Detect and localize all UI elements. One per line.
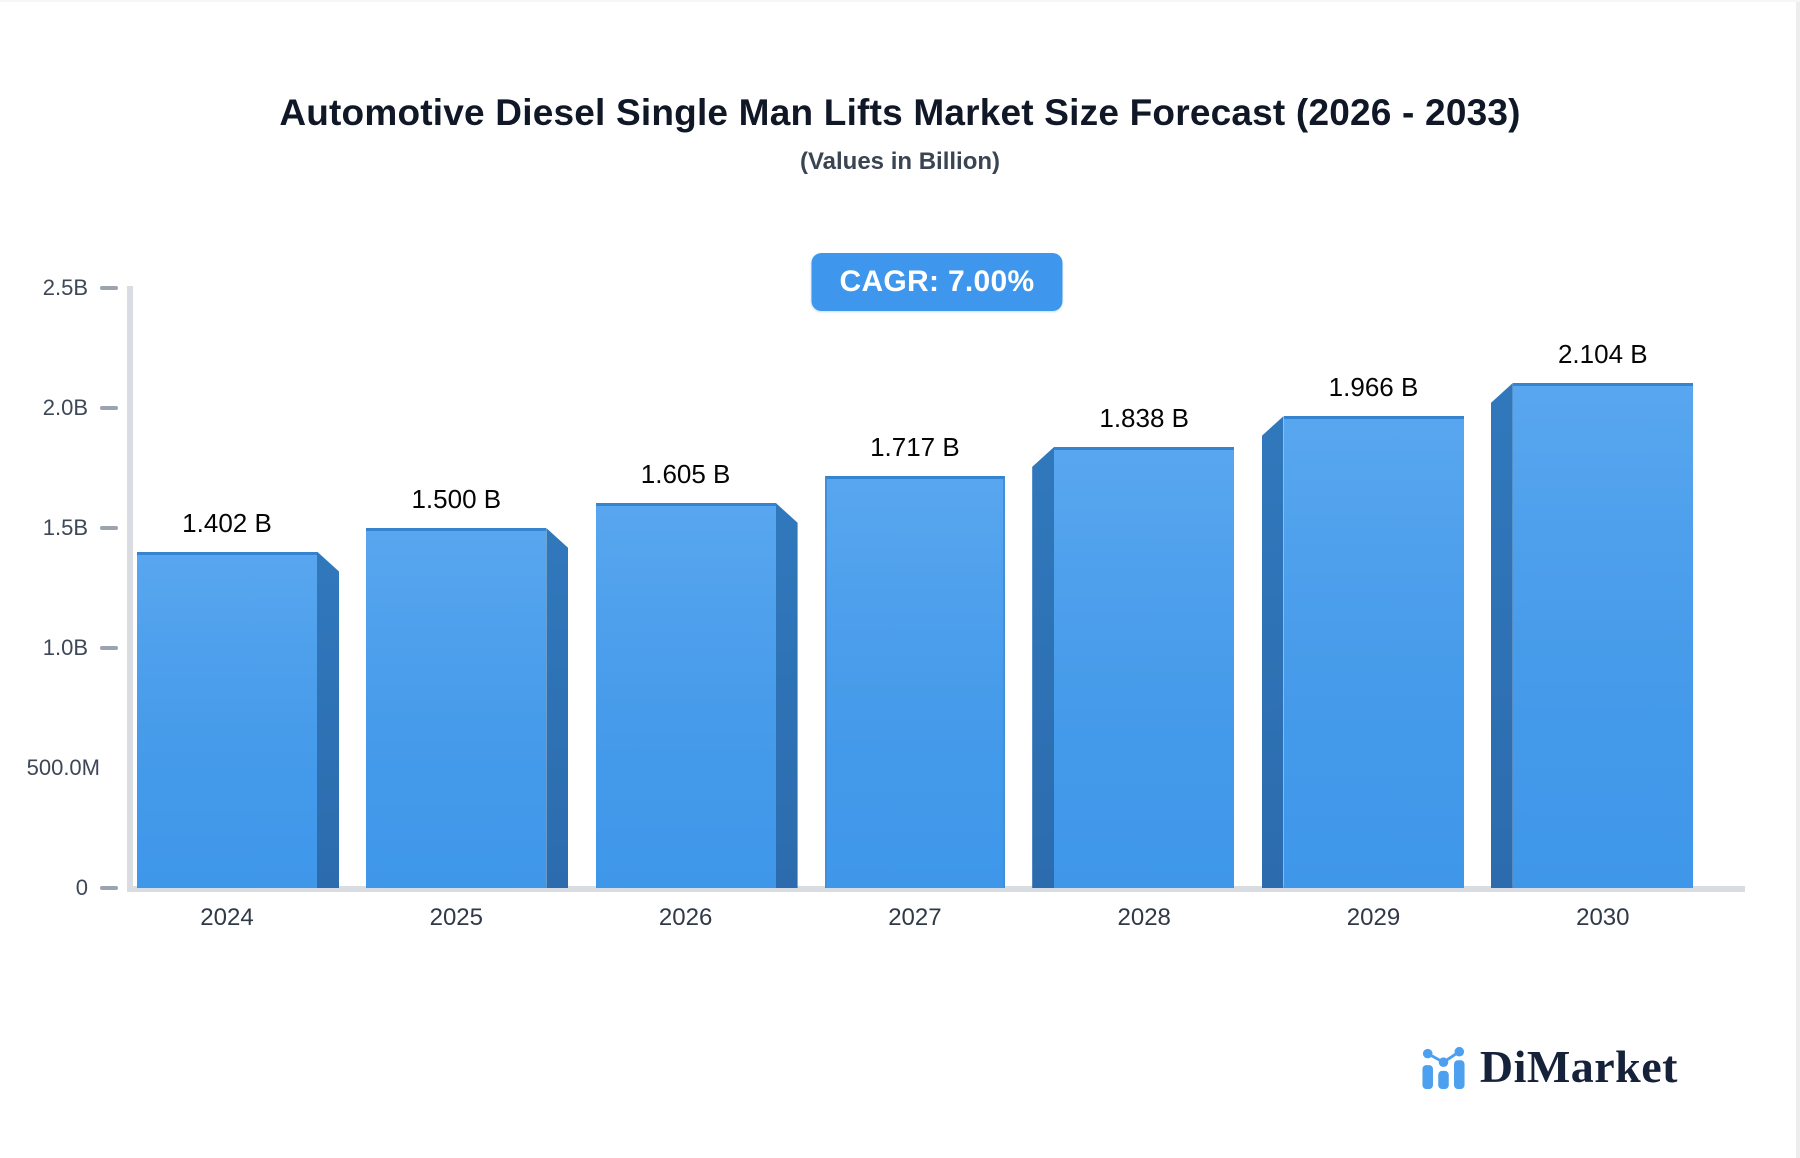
bar-side-panel-2029 xyxy=(1261,416,1284,888)
bar-2025[interactable] xyxy=(366,528,547,888)
chart-title: Automotive Diesel Single Man Lifts Marke… xyxy=(279,92,1521,133)
chart-subtitle: (Values in Billion) xyxy=(799,148,1001,175)
scrollbar-track[interactable] xyxy=(1796,2,1800,1158)
chart-header: Automotive Diesel Single Man Lifts Marke… xyxy=(0,92,1800,176)
x-axis-label-2024: 2024 xyxy=(200,904,254,931)
bar-value-label-2026: 1.605 B xyxy=(640,458,731,489)
y-axis-tick: 1.0B xyxy=(0,633,118,663)
bar-2027[interactable] xyxy=(824,475,1005,888)
dimarket-logo-icon xyxy=(1420,1045,1467,1089)
x-axis-label-2025: 2025 xyxy=(429,904,483,931)
bar-value-label-2027: 1.717 B xyxy=(870,431,960,462)
x-axis-label-2027: 2027 xyxy=(888,904,942,931)
x-axis-label-2029: 2029 xyxy=(1346,904,1401,931)
y-axis-line xyxy=(127,286,133,892)
y-axis-tick-dash xyxy=(100,886,118,890)
bar-2030[interactable] xyxy=(1512,383,1693,888)
bar-value-label-2025: 1.500 B xyxy=(411,484,502,514)
bar-2029[interactable] xyxy=(1283,416,1464,888)
y-axis-tick-label: 1.0B xyxy=(42,635,88,660)
y-axis-tick-dash xyxy=(100,286,118,290)
bar-value-label-2024: 1.402 B xyxy=(182,507,272,538)
y-axis-tick: 0 xyxy=(0,873,118,903)
x-axis-label-2030: 2030 xyxy=(1576,904,1630,931)
x-axis-label-2026: 2026 xyxy=(658,904,713,931)
cagr-badge: CAGR: 7.00% xyxy=(811,253,1063,311)
y-axis-tick: 2.5B xyxy=(0,273,118,303)
y-axis-tick-label: 500.0M xyxy=(26,755,100,780)
bar-value-label-2028: 1.838 B xyxy=(1099,402,1190,433)
bar-value-label-2030: 2.104 B xyxy=(1557,339,1648,370)
y-axis-tick: 1.5B xyxy=(0,513,118,543)
y-axis-tick: 2.0B xyxy=(0,393,118,423)
bar-side-panel-2026 xyxy=(775,502,798,888)
bar-side-panel-2024 xyxy=(317,551,339,888)
y-axis-tick-dash xyxy=(100,406,118,410)
bar-2028[interactable] xyxy=(1054,446,1235,888)
y-axis-tick: 500.0M xyxy=(0,753,118,783)
dimarket-logo-text: DiMarket xyxy=(1479,1041,1678,1092)
dimarket-logo: DiMarket xyxy=(1420,1040,1678,1093)
x-axis-line xyxy=(127,886,1745,892)
y-axis-tick-label: 2.0B xyxy=(42,395,88,420)
bar-2024[interactable] xyxy=(137,551,317,888)
y-axis-tick-dash xyxy=(100,526,118,530)
bar-side-panel-2025 xyxy=(546,528,569,888)
bar-2026[interactable] xyxy=(595,502,776,888)
bar-side-panel-2030 xyxy=(1490,383,1513,888)
y-axis-tick-label: 1.5B xyxy=(42,515,88,540)
y-axis-tick-dash xyxy=(100,646,118,650)
bar-side-panel-2028 xyxy=(1032,446,1055,888)
bar-value-label-2029: 1.966 B xyxy=(1328,372,1419,403)
y-axis-tick-label: 2.5B xyxy=(42,275,88,300)
y-axis-tick-label: 0 xyxy=(75,875,88,900)
x-axis-label-2028: 2028 xyxy=(1117,904,1171,931)
